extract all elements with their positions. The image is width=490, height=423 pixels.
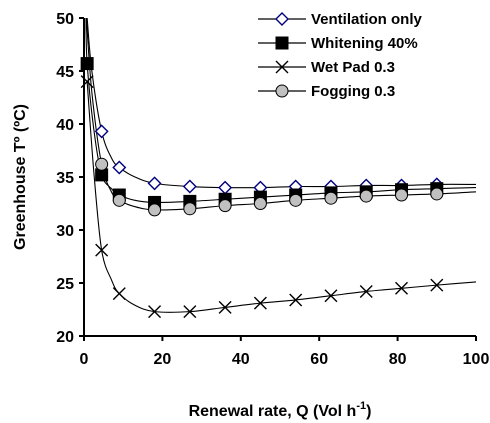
x-tick-label: 100 (463, 351, 490, 368)
data-point-wet-pad-0-3 (218, 300, 232, 314)
data-point-fogging-0-3 (218, 199, 232, 213)
data-point-ventilation-only (112, 160, 127, 175)
series-line-wet-pad-0-3 (86, 81, 476, 313)
series-line-ventilation-only (86, 18, 476, 189)
data-point-fogging-0-3 (148, 203, 162, 217)
legend-marker-ventilation-only (275, 12, 289, 26)
data-point-wet-pad-0-3 (95, 243, 109, 257)
legend-label-ventilation-only: Ventilation only (311, 11, 423, 28)
y-axis-title: Greenhouse Tº (ºC) (12, 104, 29, 250)
legend-label-wet-pad-0-3: Wet Pad 0.3 (311, 59, 395, 76)
data-point-ventilation-only (147, 176, 162, 191)
data-point-fogging-0-3 (112, 193, 126, 207)
data-point-whitening-40 (80, 57, 94, 71)
data-point-wet-pad-0-3 (395, 281, 409, 295)
legend-label-fogging-0-3: Fogging 0.3 (311, 83, 395, 100)
data-point-wet-pad-0-3 (148, 305, 162, 319)
data-point-wet-pad-0-3 (183, 305, 197, 319)
data-point-wet-pad-0-3 (289, 293, 303, 307)
data-point-wet-pad-0-3 (112, 287, 126, 301)
y-tick-label: 45 (56, 64, 74, 81)
data-point-fogging-0-3 (95, 157, 109, 171)
data-point-wet-pad-0-3 (253, 296, 267, 310)
x-axis-title: Renewal rate, Q (Vol h-1) (189, 400, 372, 420)
legend-marker-fogging-0-3 (275, 84, 289, 98)
x-tick-label: 0 (80, 351, 89, 368)
y-tick-label: 20 (56, 329, 74, 346)
legend-marker-wet-pad-0-3 (275, 60, 289, 74)
data-point-ventilation-only (94, 124, 109, 139)
data-point-ventilation-only (218, 180, 233, 195)
data-point-fogging-0-3 (253, 197, 267, 210)
x-tick-label: 20 (154, 351, 172, 368)
x-tick-label: 80 (389, 351, 407, 368)
legend-label-whitening-40: Whitening 40% (311, 35, 418, 52)
x-tick-label: 40 (232, 351, 250, 368)
y-tick-label: 50 (56, 11, 74, 28)
y-tick-label: 40 (56, 117, 74, 134)
y-tick-label: 25 (56, 276, 74, 293)
data-point-fogging-0-3 (430, 187, 444, 201)
y-tick-label: 35 (56, 170, 74, 187)
data-point-ventilation-only (182, 179, 197, 194)
data-point-wet-pad-0-3 (324, 289, 338, 303)
data-point-fogging-0-3 (359, 189, 373, 203)
data-point-fogging-0-3 (183, 202, 197, 216)
legend-marker-whitening-40 (275, 36, 289, 50)
data-point-fogging-0-3 (395, 188, 409, 202)
data-point-fogging-0-3 (324, 191, 338, 205)
y-tick-label: 30 (56, 223, 74, 240)
data-point-fogging-0-3 (289, 193, 303, 207)
x-tick-label: 60 (310, 351, 328, 368)
data-point-wet-pad-0-3 (359, 284, 373, 298)
data-point-wet-pad-0-3 (430, 278, 444, 292)
